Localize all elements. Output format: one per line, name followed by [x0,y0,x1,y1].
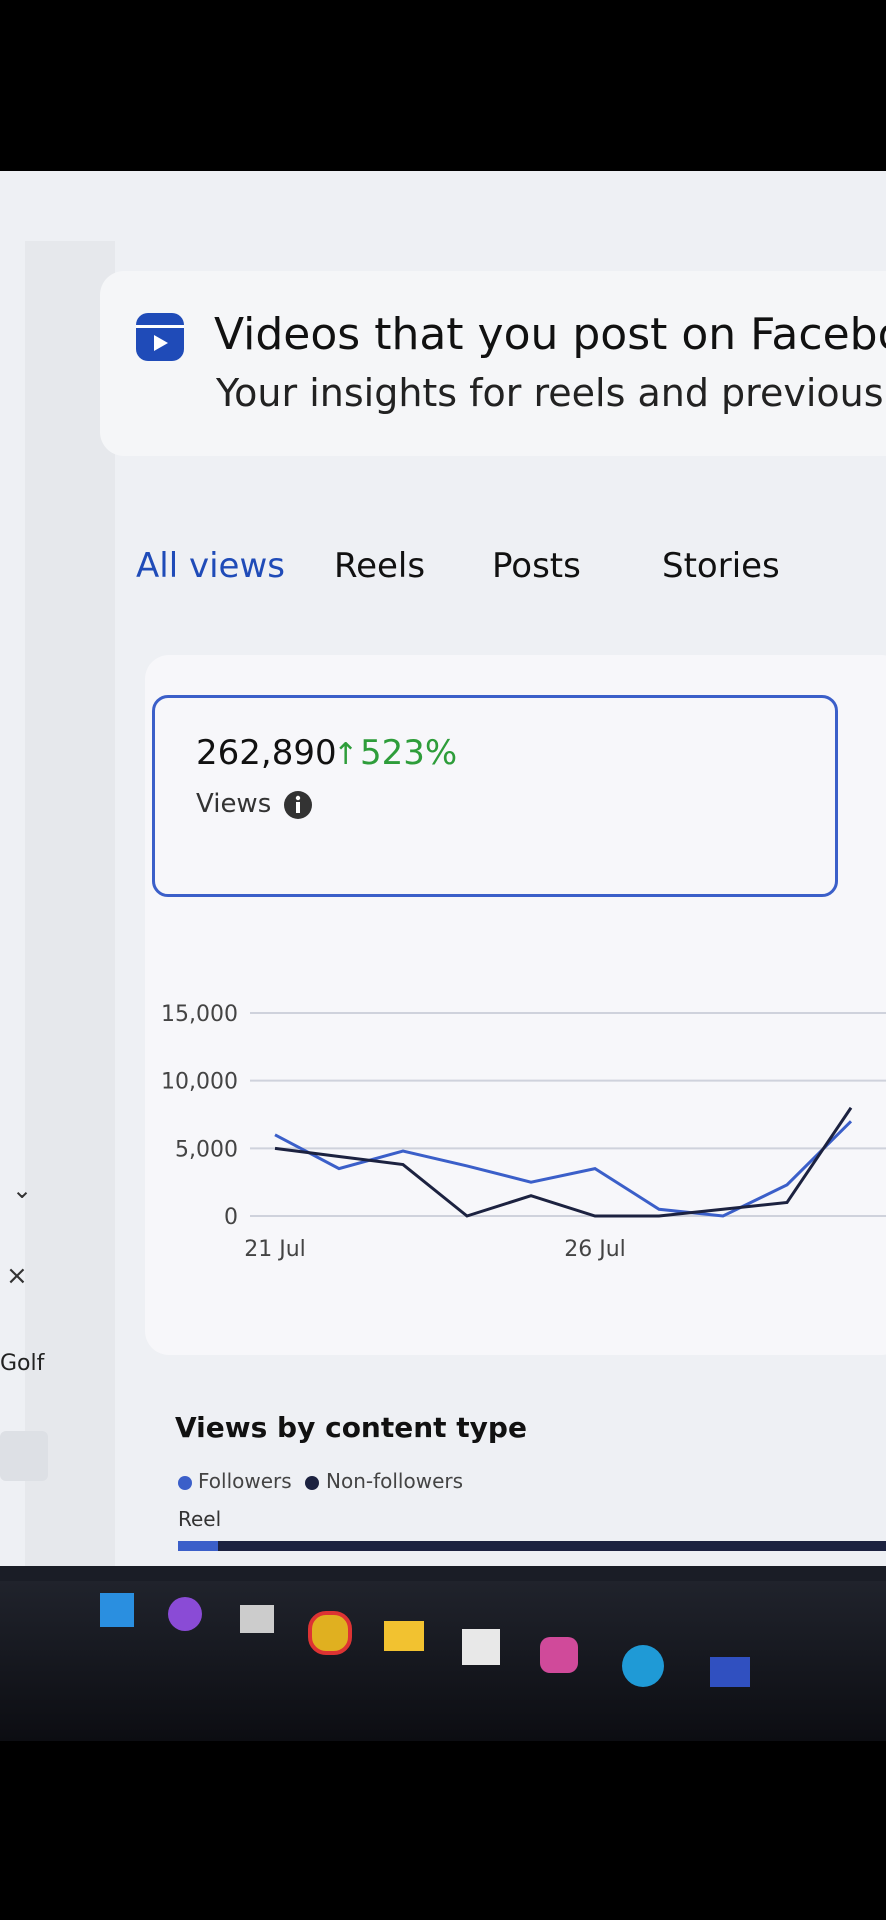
sidebar [25,241,115,1581]
y-tick-label: 15,000 [161,1002,238,1027]
metric-value: 262,890 [196,733,337,773]
metric-change: 523% [360,733,458,773]
reels-icon [136,313,184,361]
x-tick-label: 26 Jul [564,1237,626,1262]
y-tick-label: 5,000 [175,1137,238,1162]
screen: ⌄ × Golf Videos that you post on Faceboo… [0,171,886,1581]
tab[interactable]: Reels [334,546,426,586]
start-icon[interactable] [100,1593,134,1627]
folder-icon[interactable] [384,1621,424,1651]
store-icon[interactable] [462,1629,500,1665]
tab[interactable]: All views [136,546,285,586]
app-icon[interactable] [168,1597,202,1631]
legend-label: Non-followers [326,1469,464,1493]
line-series [274,1106,853,1218]
x-tick-label: 21 Jul [244,1237,306,1262]
sidebar-item[interactable]: Golf [0,1351,45,1376]
category-label: Reel [178,1507,222,1531]
section-title: Views by content type [175,1411,527,1444]
taskbar [0,1566,886,1581]
metric-arrow: ↑ [333,737,359,772]
tab[interactable]: Posts [492,546,581,586]
chevron[interactable]: ⌄ [12,1176,33,1204]
header-card [100,271,886,456]
bar-track [178,1541,886,1551]
y-tick-label: 0 [224,1205,238,1230]
taskbar [0,1581,886,1741]
tab[interactable]: Stories [662,546,780,586]
metric-label: Views [196,789,272,819]
edge-icon[interactable] [622,1645,664,1687]
legend-dot [178,1476,192,1490]
header-title: Videos that you post on Faceboo [214,309,886,360]
legend-label: Followers [198,1469,292,1493]
app-icon[interactable] [540,1637,578,1673]
legend-dot [305,1476,319,1490]
line-chart: 0 5,000 10,000 15,000 21 Jul 26 Jul [161,1002,886,1262]
line-series [274,1120,853,1218]
close-button[interactable]: × [6,1261,28,1291]
header-subtitle: Your insights for reels and previously p… [216,371,886,415]
app-icon[interactable] [710,1657,750,1687]
y-tick-label: 10,000 [161,1070,238,1095]
chart-card [145,655,886,1355]
app-icon[interactable] [240,1605,274,1633]
sidebar-box [0,1431,48,1481]
info-icon[interactable] [282,789,314,821]
chrome-icon[interactable] [308,1611,352,1655]
metric-card[interactable] [152,695,838,897]
